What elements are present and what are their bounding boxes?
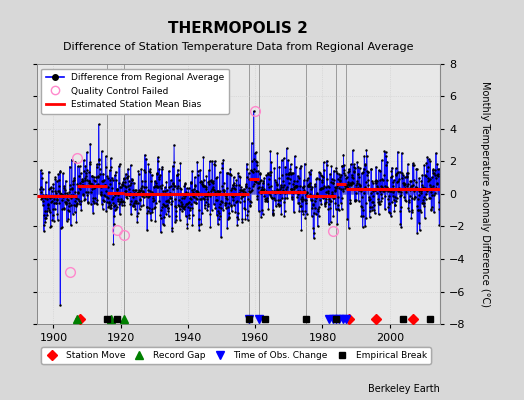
Text: Difference of Station Temperature Data from Regional Average: Difference of Station Temperature Data f…: [63, 42, 413, 52]
Text: Berkeley Earth: Berkeley Earth: [368, 384, 440, 394]
Legend: Station Move, Record Gap, Time of Obs. Change, Empirical Break: Station Move, Record Gap, Time of Obs. C…: [41, 348, 431, 364]
Y-axis label: Monthly Temperature Anomaly Difference (°C): Monthly Temperature Anomaly Difference (…: [479, 81, 489, 307]
Text: THERMOPOLIS 2: THERMOPOLIS 2: [169, 21, 308, 36]
